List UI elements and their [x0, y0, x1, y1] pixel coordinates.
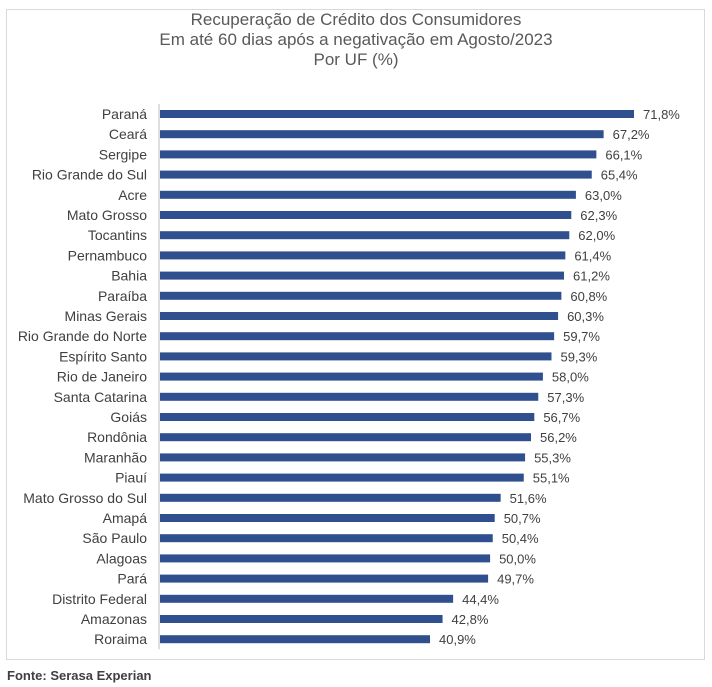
data-label: 42,8%	[452, 612, 489, 627]
bar	[160, 190, 576, 199]
bar	[160, 251, 566, 260]
category-label: Mato Grosso	[67, 207, 147, 223]
bar	[160, 110, 634, 118]
category-label: Tocantins	[88, 227, 147, 243]
bar	[160, 352, 552, 361]
source-note: Fonte: Serasa Experian	[7, 668, 152, 683]
data-label: 40,9%	[439, 632, 476, 647]
bar	[160, 453, 526, 462]
category-label: Acre	[118, 187, 147, 203]
category-label: Espírito Santo	[59, 348, 147, 364]
data-label: 63,0%	[585, 188, 622, 203]
chart-title-line-2: Em até 60 dias após a negativação em Ago…	[159, 30, 553, 49]
category-label: Paraná	[102, 106, 147, 122]
data-label: 50,0%	[499, 551, 536, 566]
data-label: 56,7%	[543, 410, 580, 425]
bar	[160, 534, 493, 543]
data-label: 58,0%	[552, 370, 589, 385]
bar	[160, 312, 559, 320]
category-label: Rio Grande do Sul	[32, 167, 147, 183]
category-label: Rio Grande do Norte	[18, 328, 147, 344]
bar	[160, 493, 501, 502]
data-label: 62,0%	[578, 228, 615, 243]
category-label: Amazonas	[81, 611, 147, 627]
chart-title-line-3: Por UF (%)	[313, 50, 399, 69]
data-label: 60,8%	[570, 289, 607, 304]
bar	[160, 291, 562, 300]
category-label: Mato Grosso do Sul	[23, 490, 147, 506]
bar	[160, 473, 524, 482]
bar	[160, 615, 443, 623]
category-label: Minas Gerais	[65, 308, 147, 324]
category-label: Pará	[117, 571, 147, 587]
category-label: Maranhão	[84, 449, 147, 465]
category-label: Rio de Janeiro	[57, 369, 147, 385]
data-label: 50,4%	[502, 531, 539, 546]
data-label: 61,2%	[573, 269, 610, 284]
bar	[160, 514, 495, 522]
data-label: 60,3%	[567, 309, 604, 324]
chart-title-line-1: Recuperação de Crédito dos Consumidores	[190, 10, 522, 29]
chart-title: Recuperação de Crédito dos Consumidores …	[0, 10, 712, 70]
data-label: 59,7%	[563, 329, 600, 344]
bar	[160, 130, 604, 139]
bar	[160, 635, 431, 644]
category-label: Piauí	[115, 470, 147, 486]
chart-frame	[6, 9, 705, 660]
data-label: 44,4%	[462, 592, 499, 607]
category-label: Santa Catarina	[54, 389, 148, 405]
category-label: Rondônia	[87, 429, 147, 445]
category-label: São Paulo	[82, 530, 147, 546]
data-label: 51,6%	[510, 491, 547, 506]
bar	[160, 271, 565, 280]
category-label: Paraíba	[98, 288, 147, 304]
bar	[160, 231, 570, 240]
data-label: 50,7%	[504, 511, 541, 526]
data-label: 59,3%	[560, 349, 597, 364]
bar	[160, 211, 572, 219]
data-label: 49,7%	[497, 572, 534, 587]
bar	[160, 332, 555, 341]
bar	[160, 170, 592, 179]
data-label: 57,3%	[547, 390, 584, 405]
bar	[160, 554, 491, 563]
category-label: Distrito Federal	[52, 591, 147, 607]
data-label: 56,2%	[540, 430, 577, 445]
category-label: Pernambuco	[68, 247, 148, 263]
bar	[160, 150, 597, 159]
category-label: Goiás	[110, 409, 147, 425]
data-label: 55,1%	[533, 471, 570, 486]
bar	[160, 574, 489, 583]
data-label: 65,4%	[601, 168, 638, 183]
bars-group: Paraná 71,8% Ceará 67,2% Sergipe 66,1% Rio Gra…	[18, 106, 680, 647]
data-label: 67,2%	[613, 127, 650, 142]
category-label: Amapá	[103, 510, 148, 526]
category-label: Alagoas	[96, 550, 147, 566]
category-label: Ceará	[109, 126, 147, 142]
data-label: 71,8%	[643, 107, 680, 122]
bar	[160, 372, 543, 381]
bar	[160, 413, 535, 421]
data-label: 55,3%	[534, 450, 571, 465]
data-label: 62,3%	[580, 208, 617, 223]
data-label: 61,4%	[574, 248, 611, 263]
category-label: Bahia	[111, 268, 147, 284]
bar	[160, 594, 454, 603]
category-label: Sergipe	[99, 146, 147, 162]
category-label: Roraima	[94, 631, 147, 647]
bar	[160, 433, 532, 442]
data-label: 66,1%	[605, 147, 642, 162]
bar	[160, 392, 539, 401]
